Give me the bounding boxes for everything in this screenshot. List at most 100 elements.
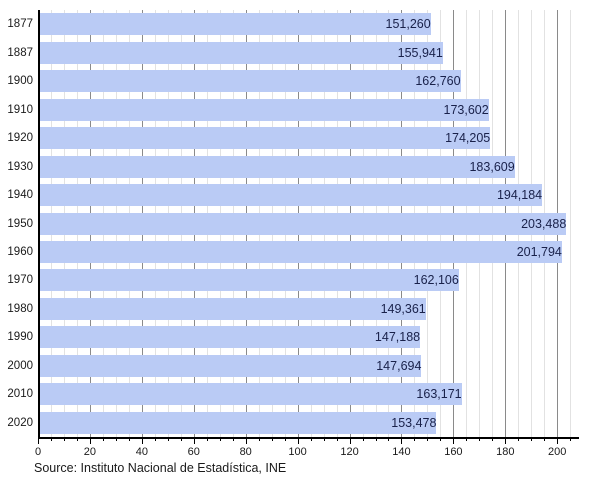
x-axis-tick-label: 140 xyxy=(392,446,411,458)
bar-row: 162,760 xyxy=(38,70,578,93)
y-axis-tick-label: 1990 xyxy=(7,331,33,344)
y-axis-tick-label: 2000 xyxy=(7,359,33,372)
bar-value-label: 201,794 xyxy=(516,244,562,259)
x-tick-minor xyxy=(544,437,546,441)
y-axis-tick-label: 2010 xyxy=(7,388,33,401)
y-axis-tick-label: 1887 xyxy=(7,46,33,59)
x-tick-minor xyxy=(167,437,169,441)
x-tick-minor xyxy=(258,437,260,441)
bar-value-label: 194,184 xyxy=(496,188,543,203)
y-axis-tick-label: 1877 xyxy=(7,18,33,31)
gridline-minor xyxy=(570,10,572,437)
bar-row: 173,602 xyxy=(38,98,578,121)
plot-area: 151,260 155,941 162,760 173,602 174,205 183,6… xyxy=(38,10,578,437)
x-tick-minor xyxy=(492,437,494,441)
x-tick-major xyxy=(349,437,351,444)
x-tick-major xyxy=(453,437,455,444)
x-tick-minor xyxy=(284,437,286,441)
x-tick-major xyxy=(89,437,91,444)
y-axis-tick-label: 2020 xyxy=(7,416,33,429)
bar-value-label: 162,760 xyxy=(415,74,461,89)
bar[interactable] xyxy=(38,297,426,320)
bar-value-label: 183,609 xyxy=(469,159,515,174)
y-axis-tick-label: 1970 xyxy=(7,274,33,287)
x-tick-minor xyxy=(479,437,481,441)
x-tick-minor xyxy=(232,437,234,441)
bar-row: 153,478 xyxy=(38,411,578,434)
bar[interactable] xyxy=(38,127,491,150)
x-tick-minor xyxy=(427,437,429,441)
y-axis-tick-label: 1980 xyxy=(7,302,33,315)
x-tick-minor xyxy=(219,437,221,441)
bar-row: 174,205 xyxy=(38,127,578,150)
x-tick-minor xyxy=(323,437,325,441)
x-tick-minor xyxy=(466,437,468,441)
x-tick-minor xyxy=(518,437,520,441)
x-axis-tick-label: 160 xyxy=(444,446,463,458)
bar[interactable] xyxy=(38,269,459,292)
x-tick-minor xyxy=(388,437,390,441)
bar[interactable] xyxy=(38,184,543,207)
bar-row: 151,260 xyxy=(38,13,578,36)
x-tick-minor xyxy=(336,437,338,441)
x-tick-minor xyxy=(115,437,117,441)
bar[interactable] xyxy=(38,383,462,406)
bar-value-label: 174,205 xyxy=(445,131,491,146)
bar[interactable] xyxy=(38,155,515,178)
x-tick-minor xyxy=(375,437,377,441)
x-tick-minor xyxy=(128,437,130,441)
bar-row: 163,171 xyxy=(38,383,578,406)
bar[interactable] xyxy=(38,240,562,263)
bar-value-label: 162,106 xyxy=(413,273,459,288)
x-tick-minor xyxy=(50,437,52,441)
bar-row: 155,941 xyxy=(38,41,578,64)
bar-value-label: 151,260 xyxy=(385,17,431,32)
x-tick-minor xyxy=(414,437,416,441)
bar-value-label: 147,188 xyxy=(374,330,421,345)
bar-value-label: 173,602 xyxy=(443,102,489,117)
bar-value-label: 155,941 xyxy=(397,45,443,60)
x-axis-tick-label: 180 xyxy=(496,446,515,458)
y-axis-tick-label: 1950 xyxy=(7,217,33,230)
x-axis-tick-label: 20 xyxy=(83,446,97,458)
x-tick-minor xyxy=(271,437,273,441)
y-axis-tick-label: 1900 xyxy=(7,75,33,88)
bar-value-label: 149,361 xyxy=(380,301,426,316)
bar[interactable] xyxy=(38,41,443,64)
x-tick-major xyxy=(245,437,247,444)
y-axis-tick-label: 1940 xyxy=(7,189,33,202)
bar[interactable] xyxy=(38,13,431,36)
x-tick-major xyxy=(557,437,559,444)
x-axis-tick-label: 120 xyxy=(340,446,359,458)
x-axis-tick-label: 40 xyxy=(135,446,148,458)
y-axis-tick-label: 1920 xyxy=(7,132,33,145)
y-axis-tick-label: 1910 xyxy=(7,103,33,116)
y-axis-tick-label: 1930 xyxy=(7,160,33,173)
bar-row: 149,361 xyxy=(38,297,578,320)
x-tick-major xyxy=(141,437,143,444)
bar[interactable] xyxy=(38,411,437,434)
bar-row: 194,184 xyxy=(38,184,578,207)
bar-row: 147,188 xyxy=(38,326,578,349)
bar-value-label: 153,478 xyxy=(391,415,437,430)
x-tick-minor xyxy=(76,437,78,441)
bar-row: 183,609 xyxy=(38,155,578,178)
x-tick-major xyxy=(38,437,39,444)
x-tick-major xyxy=(401,437,403,444)
x-axis-tick-label: 100 xyxy=(288,446,307,458)
x-tick-minor xyxy=(310,437,312,441)
bar[interactable] xyxy=(38,326,421,349)
bar[interactable] xyxy=(38,98,489,121)
source-note: Source: Instituto Nacional de Estadístic… xyxy=(34,461,287,475)
bar-row: 201,794 xyxy=(38,240,578,263)
x-tick-major xyxy=(505,437,507,444)
x-axis-tick-label: 80 xyxy=(239,446,252,458)
bar[interactable] xyxy=(38,70,461,93)
x-tick-minor xyxy=(180,437,182,441)
x-tick-minor xyxy=(102,437,104,441)
x-tick-minor xyxy=(570,437,572,441)
bar[interactable] xyxy=(38,354,422,377)
bar[interactable] xyxy=(38,212,567,235)
x-axis-tick-label: 0 xyxy=(34,446,42,458)
